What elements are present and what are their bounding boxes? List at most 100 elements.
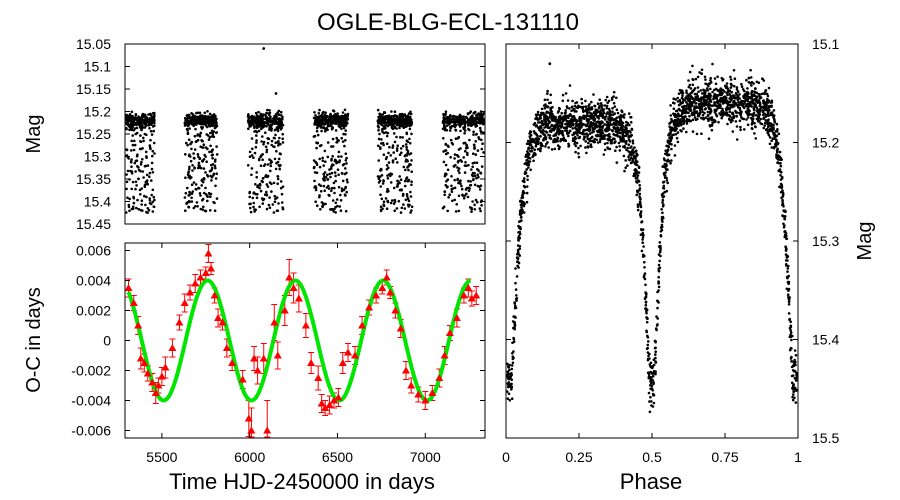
lightcurve-time-point xyxy=(277,157,281,161)
phased-point xyxy=(539,135,542,138)
phased-point xyxy=(632,172,636,176)
lightcurve-time-point xyxy=(399,136,402,139)
oc-error-bars xyxy=(125,244,480,438)
phased-point xyxy=(735,93,738,96)
lightcurve-time-point xyxy=(330,122,333,126)
phased-point xyxy=(588,111,591,114)
lightcurve-time-point xyxy=(272,211,276,214)
phased-point xyxy=(513,302,517,305)
lightcurve-time-point xyxy=(327,193,331,197)
lightcurve-time-point xyxy=(480,147,484,151)
phased-point xyxy=(610,129,614,132)
lightcurve-time-point xyxy=(264,115,268,118)
phased-point xyxy=(765,92,769,96)
lightcurve-time-point xyxy=(281,123,285,127)
lightcurve-time-point xyxy=(344,185,348,189)
lightcurve-time-point xyxy=(185,122,189,126)
lightcurve-time-point xyxy=(281,185,285,188)
phased-point xyxy=(546,89,549,93)
lightcurve-time-point xyxy=(340,127,343,131)
phased-point xyxy=(791,398,795,402)
lightcurve-time-point xyxy=(144,164,148,168)
lightcurve-time-point xyxy=(475,132,478,136)
lightcurve-time-point xyxy=(131,121,134,125)
phased-point xyxy=(551,112,554,116)
lightcurve-time-point xyxy=(398,124,402,127)
lightcurve-time-point xyxy=(446,185,449,188)
phased-point xyxy=(585,132,589,135)
lightcurve-time-point xyxy=(280,120,284,124)
lightcurve-time-point xyxy=(249,210,253,214)
phased-point xyxy=(652,401,656,405)
phased-point xyxy=(668,122,671,125)
lightcurve-time-point xyxy=(251,196,255,200)
lightcurve-time-point xyxy=(188,165,191,169)
lightcurve-time-point xyxy=(193,134,197,138)
phased-point xyxy=(678,99,682,102)
lightcurve-time-point xyxy=(276,128,280,131)
lightcurve-time-point xyxy=(197,166,201,169)
lightcurve-time-point xyxy=(190,140,194,144)
lightcurve-time-point xyxy=(344,152,348,155)
phased-point xyxy=(680,123,683,126)
lightcurve-time-point xyxy=(273,128,277,132)
phased-point xyxy=(624,130,627,134)
lightcurve-time-point xyxy=(190,192,193,195)
oc-diagram-frame xyxy=(124,242,486,439)
lightcurve-time-point xyxy=(384,197,388,200)
lightcurve-time-point xyxy=(142,176,145,179)
lightcurve-time-point xyxy=(339,209,343,212)
lightcurve-time-point xyxy=(281,141,285,144)
lightcurve-time-point xyxy=(477,112,480,115)
lightcurve-time-point xyxy=(386,200,390,204)
phased-point xyxy=(713,102,716,105)
phased-point xyxy=(703,75,707,79)
lightcurve-time-point xyxy=(409,211,412,214)
phased-point xyxy=(522,184,526,188)
phased-point xyxy=(789,331,793,335)
lightcurve-time-point xyxy=(446,168,450,172)
phased-point xyxy=(661,195,665,199)
oc-fit-curve xyxy=(126,278,472,403)
lightcurve-time-point xyxy=(279,152,282,156)
phased-point xyxy=(536,110,540,114)
x-tick-label: 6500 xyxy=(322,449,353,465)
phased-point xyxy=(635,152,638,155)
lightcurve-time-point xyxy=(255,196,259,200)
lightcurve-time-point xyxy=(475,161,479,165)
lightcurve-time-point xyxy=(213,124,217,127)
phased-point xyxy=(766,94,770,98)
lightcurve-time-point xyxy=(457,209,461,213)
phased-point xyxy=(554,134,557,137)
lightcurve-time-point xyxy=(465,192,468,196)
lightcurve-time-point xyxy=(144,183,147,186)
lightcurve-time-point xyxy=(339,115,343,118)
phased-point xyxy=(787,300,791,304)
lightcurve-time-point xyxy=(258,184,262,187)
lightcurve-time-point xyxy=(196,138,200,142)
lightcurve-time-point xyxy=(213,209,217,212)
lightcurve-time-point xyxy=(127,124,131,128)
lightcurve-time-point xyxy=(255,141,258,144)
phased-point xyxy=(577,155,581,159)
phased-point xyxy=(644,303,648,307)
lightcurve-time-point xyxy=(400,118,403,122)
phased-point xyxy=(647,391,651,395)
lightcurve-time-point xyxy=(249,206,252,210)
lightcurve-time-point xyxy=(151,125,155,128)
lightcurve-time-point xyxy=(409,195,413,198)
lightcurve-time-point xyxy=(385,134,389,138)
phased-point xyxy=(669,114,673,117)
phased-point xyxy=(611,107,614,110)
lightcurve-time-point xyxy=(270,129,273,132)
lightcurve-time-point xyxy=(148,197,151,200)
lightcurve-time-point xyxy=(451,199,454,203)
lightcurve-time-point xyxy=(389,181,393,184)
lightcurve-time-point xyxy=(379,121,382,125)
phased-point xyxy=(562,115,565,118)
lightcurve-time-point xyxy=(268,111,272,115)
phased-point xyxy=(582,105,585,109)
lightcurve-time-point xyxy=(342,188,346,192)
lightcurve-time-point xyxy=(462,196,466,200)
lightcurve-time-point xyxy=(406,151,410,155)
